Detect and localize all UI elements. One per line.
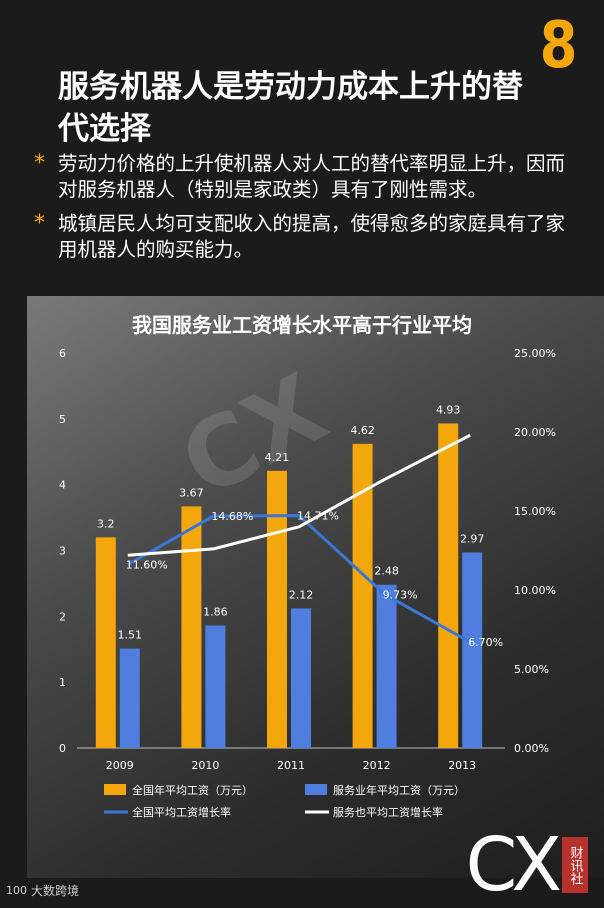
legend-label: 全国平均工资增长率 xyxy=(132,805,231,819)
bar xyxy=(95,537,116,748)
y-left-tick-label: 4 xyxy=(59,479,66,492)
bar-data-label: 2.97 xyxy=(460,532,485,545)
page-number: 8 xyxy=(540,9,578,83)
bar xyxy=(462,552,483,748)
y-left-tick-label: 5 xyxy=(59,413,66,426)
bullet-list: * 劳动力价格的上升使机器人对人工的替代率明显上升，因而对服务机器人（特别是家政… xyxy=(34,151,574,271)
bar-data-label: 4.62 xyxy=(350,424,375,437)
bullet-text: 城镇居民人均可支配收入的提高，使得愈多的家庭具有了家用机器人的购买能力。 xyxy=(58,212,566,261)
bar-data-label: 4.21 xyxy=(265,451,290,464)
y-right-tick-label: 10.00% xyxy=(514,584,556,597)
y-left-tick-label: 2 xyxy=(59,610,66,623)
y-right-tick-label: 25.00% xyxy=(514,347,556,360)
chart-panel xyxy=(27,296,604,878)
bar xyxy=(119,648,140,748)
page-title: 服务机器人是劳动力成本上升的替代选择 xyxy=(58,69,523,147)
y-left-tick-label: 3 xyxy=(59,545,66,558)
bar-data-label: 2.12 xyxy=(289,588,314,601)
y-right-tick-label: 20.00% xyxy=(514,426,556,439)
bar xyxy=(352,443,373,748)
series-line-service-growth xyxy=(127,433,471,557)
line-data-label: 11.60% xyxy=(126,559,168,572)
line-data-label: 9.73% xyxy=(383,588,418,601)
logo-text: CX xyxy=(465,822,562,908)
bullet-text: 劳动力价格的上升使机器人对人工的替代率明显上升，因而对服务机器人（特别是家政类）… xyxy=(58,152,566,201)
bar xyxy=(438,423,459,748)
x-tick-label: 2010 xyxy=(191,759,219,772)
y-right-tick-label: 0.00% xyxy=(514,742,549,755)
bullet-item: * 劳动力价格的上升使机器人对人工的替代率明显上升，因而对服务机器人（特别是家政… xyxy=(34,151,574,203)
footer-logo: CX 财讯社 xyxy=(465,822,588,908)
y-left-tick-label: 1 xyxy=(59,676,66,689)
bar xyxy=(267,470,287,748)
bar xyxy=(181,506,202,748)
bar-data-label: 1.86 xyxy=(203,606,228,619)
x-tick-label: 2009 xyxy=(106,759,134,772)
bullet-item: * 城镇居民人均可支配收入的提高，使得愈多的家庭具有了家用机器人的购买能力。 xyxy=(34,211,574,263)
bar xyxy=(291,608,311,748)
bar-data-label: 2.48 xyxy=(374,565,399,578)
star-icon: * xyxy=(34,151,45,176)
legend-swatch xyxy=(305,784,327,795)
legend-label: 服务业年平均工资（万元） xyxy=(333,783,465,797)
legend-swatch xyxy=(104,784,126,795)
bar xyxy=(376,584,397,748)
chart-title: 我国服务业工资增长水平高于行业平均 xyxy=(132,313,472,337)
footer-source: 100 大数跨境 xyxy=(6,882,79,899)
bar xyxy=(205,625,226,748)
bar-data-label: 3.2 xyxy=(97,517,115,530)
bar-data-label: 3.67 xyxy=(179,486,204,499)
x-tick-label: 2013 xyxy=(448,759,476,772)
y-left-tick-label: 6 xyxy=(59,347,66,360)
y-right-tick-label: 5.00% xyxy=(514,663,549,676)
star-icon: * xyxy=(34,211,45,236)
legend-label: 全国年平均工资（万元） xyxy=(132,783,253,797)
series-line-national-growth xyxy=(127,514,471,644)
legend-label: 服务也平均工资增长率 xyxy=(333,805,443,819)
bar-data-label: 4.93 xyxy=(436,403,461,416)
line-data-label: 14.68% xyxy=(211,510,253,523)
logo-badge: 财讯社 xyxy=(562,837,588,893)
x-tick-label: 2012 xyxy=(363,759,391,772)
line-data-label: 6.70% xyxy=(468,636,503,649)
y-right-tick-label: 15.00% xyxy=(514,505,556,518)
source-text: 大数跨境 xyxy=(31,884,80,898)
source-logo-icon: 100 xyxy=(6,884,27,897)
x-tick-label: 2011 xyxy=(277,759,305,772)
bar-data-label: 1.51 xyxy=(118,629,143,642)
y-left-tick-label: 0 xyxy=(59,742,66,755)
